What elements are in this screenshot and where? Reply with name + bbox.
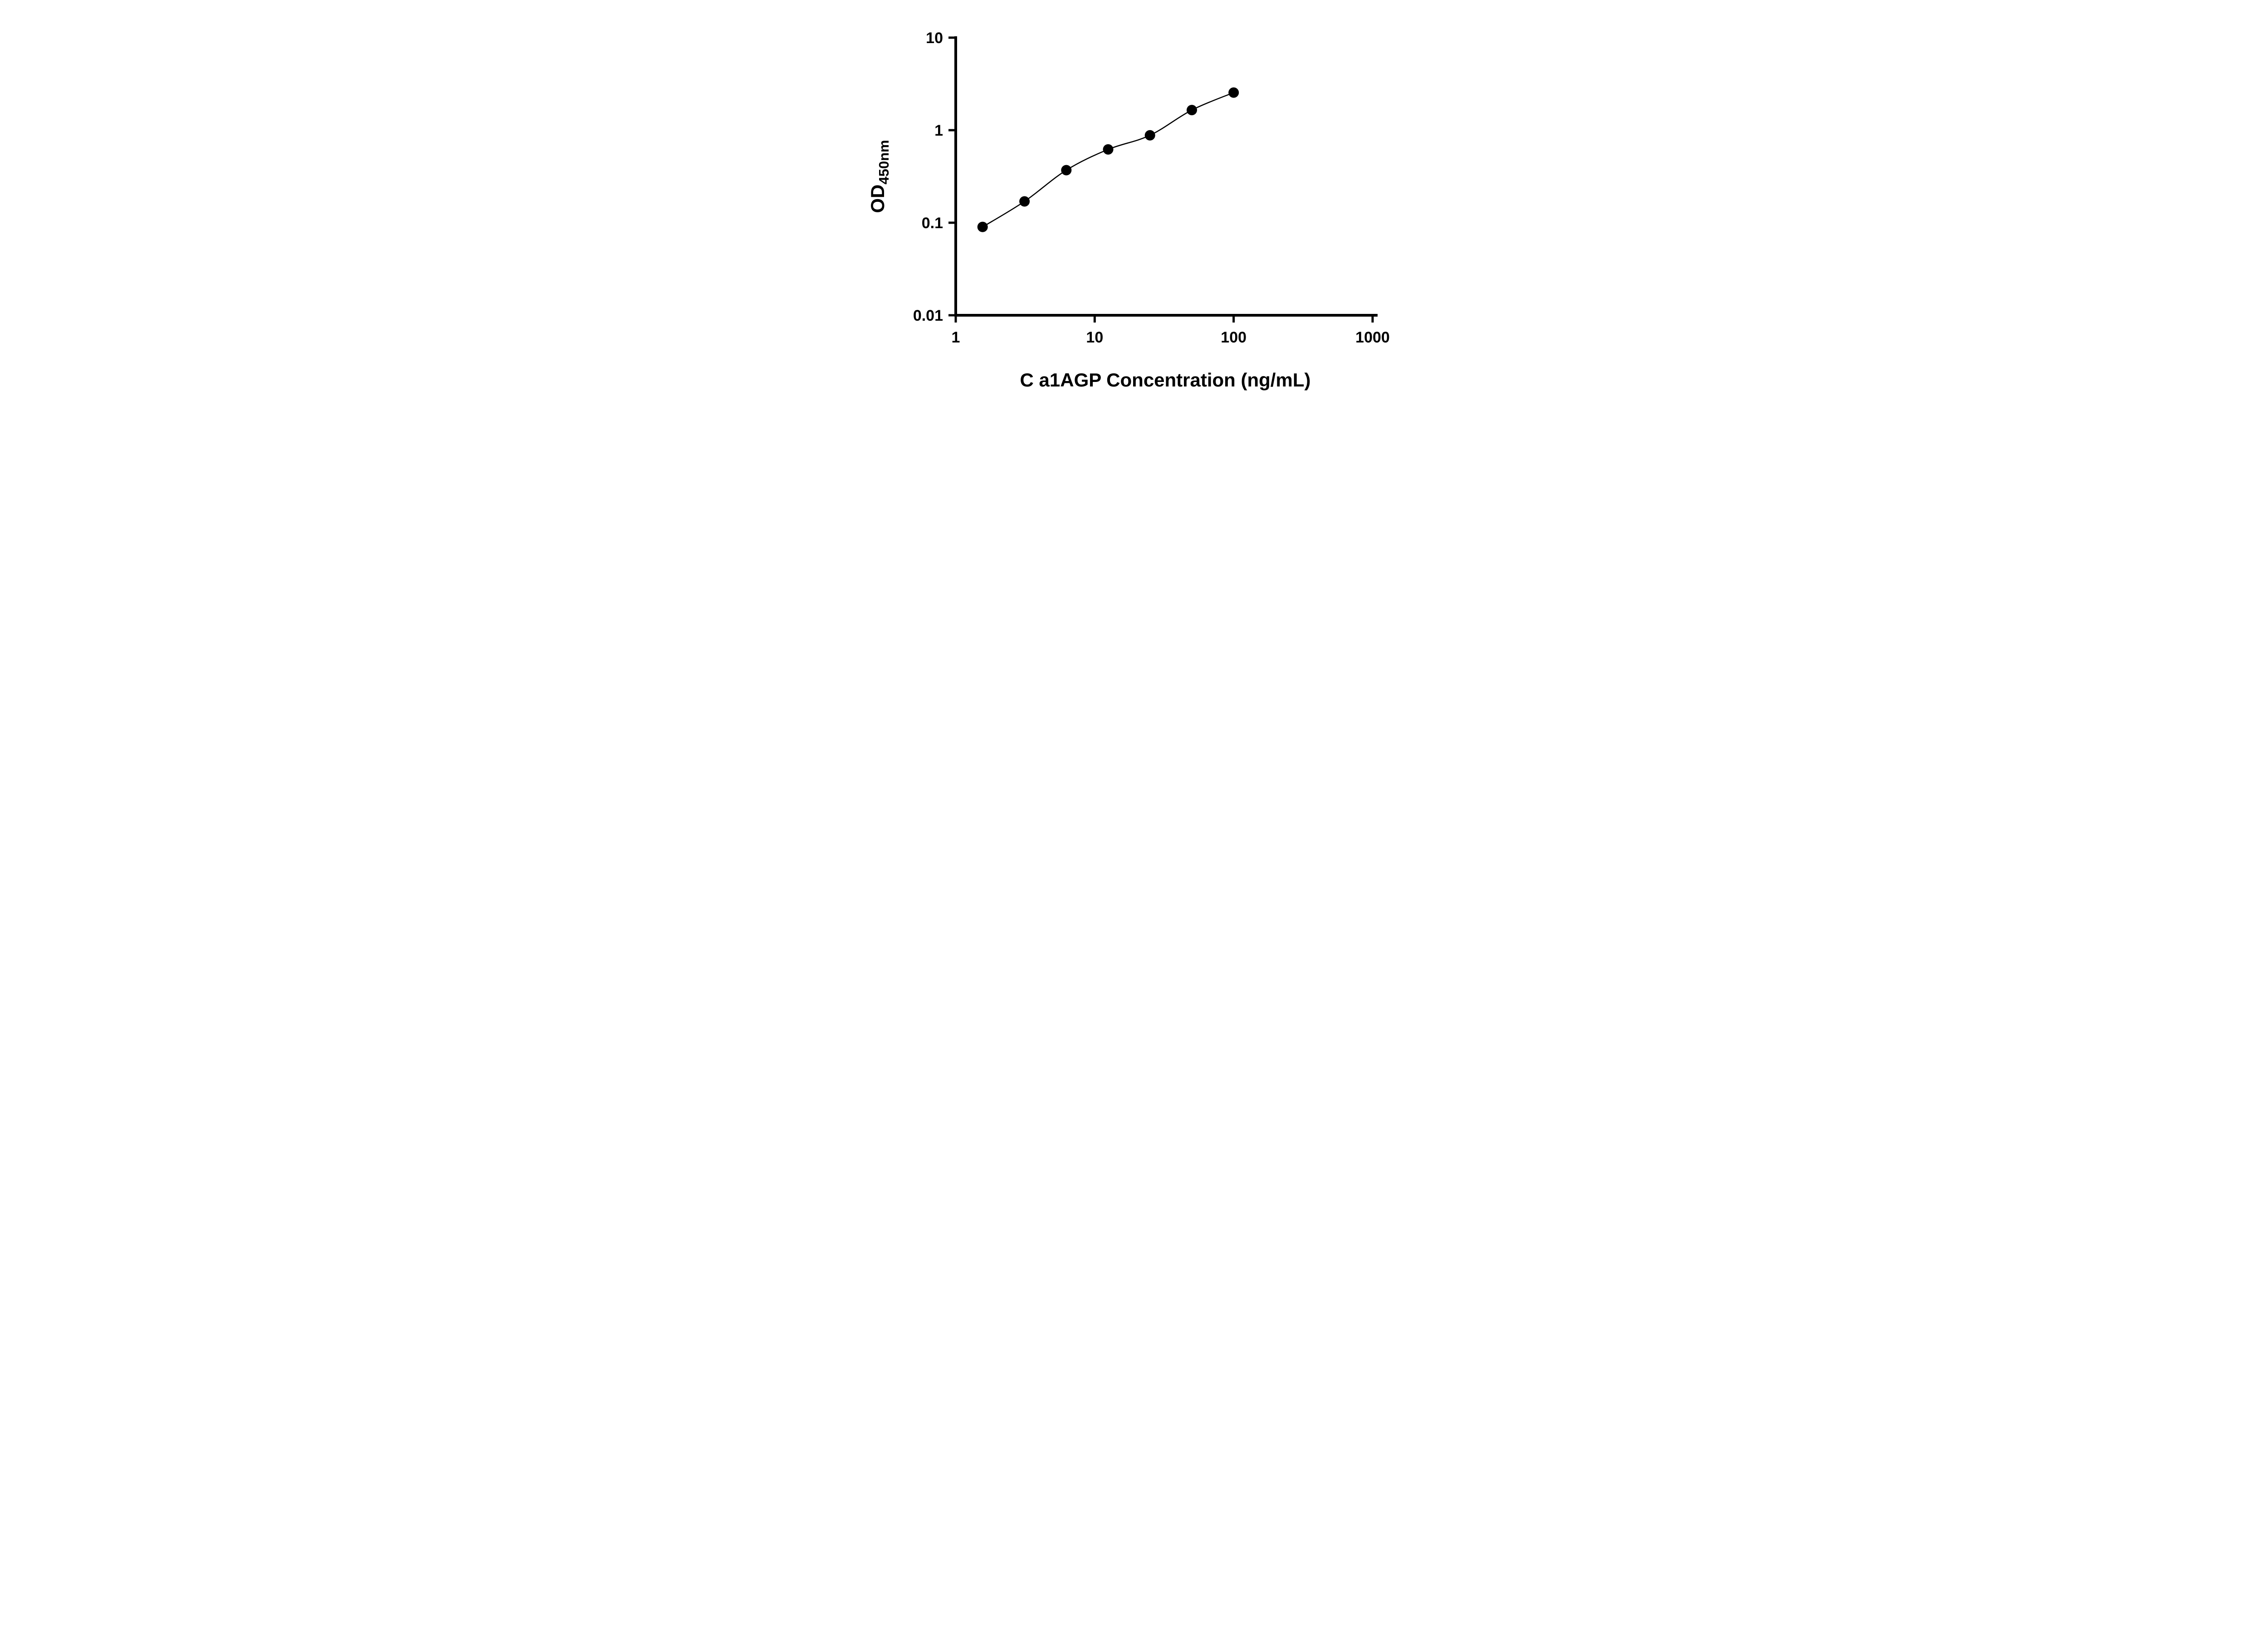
y-tick-label: 0.1 xyxy=(922,215,943,232)
data-point xyxy=(1228,87,1239,98)
standard-curve-chart: 1 10 100 1000 0.01 0.1 1 10 C a1AGP Concentrati… xyxy=(842,0,1426,408)
data-point xyxy=(1061,165,1072,176)
data-point xyxy=(1144,130,1155,141)
data-point xyxy=(1187,105,1197,116)
data-point xyxy=(1103,144,1114,155)
y-tick-label: 10 xyxy=(926,29,943,47)
y-axis-title: OD450nm xyxy=(867,140,892,213)
x-tick-label: 1 xyxy=(952,329,960,346)
x-tick-label: 100 xyxy=(1221,329,1246,346)
y-tick-label: 1 xyxy=(934,122,943,139)
y-tick-label: 0.01 xyxy=(913,307,943,324)
x-tick-label: 1000 xyxy=(1355,329,1390,346)
y-axis-title-main: OD xyxy=(867,185,888,213)
x-axis-title: C a1AGP Concentration (ng/mL) xyxy=(1020,369,1311,391)
plot-area: 1 10 100 1000 0.01 0.1 1 10 xyxy=(913,29,1390,346)
chart-canvas: 1 10 100 1000 0.01 0.1 1 10 C a1AGP Concentrati… xyxy=(867,29,1390,391)
data-point xyxy=(977,221,988,232)
y-axis-title-subscript: 450nm xyxy=(876,140,892,184)
x-tick-label: 10 xyxy=(1086,329,1103,346)
data-point xyxy=(1019,196,1030,207)
